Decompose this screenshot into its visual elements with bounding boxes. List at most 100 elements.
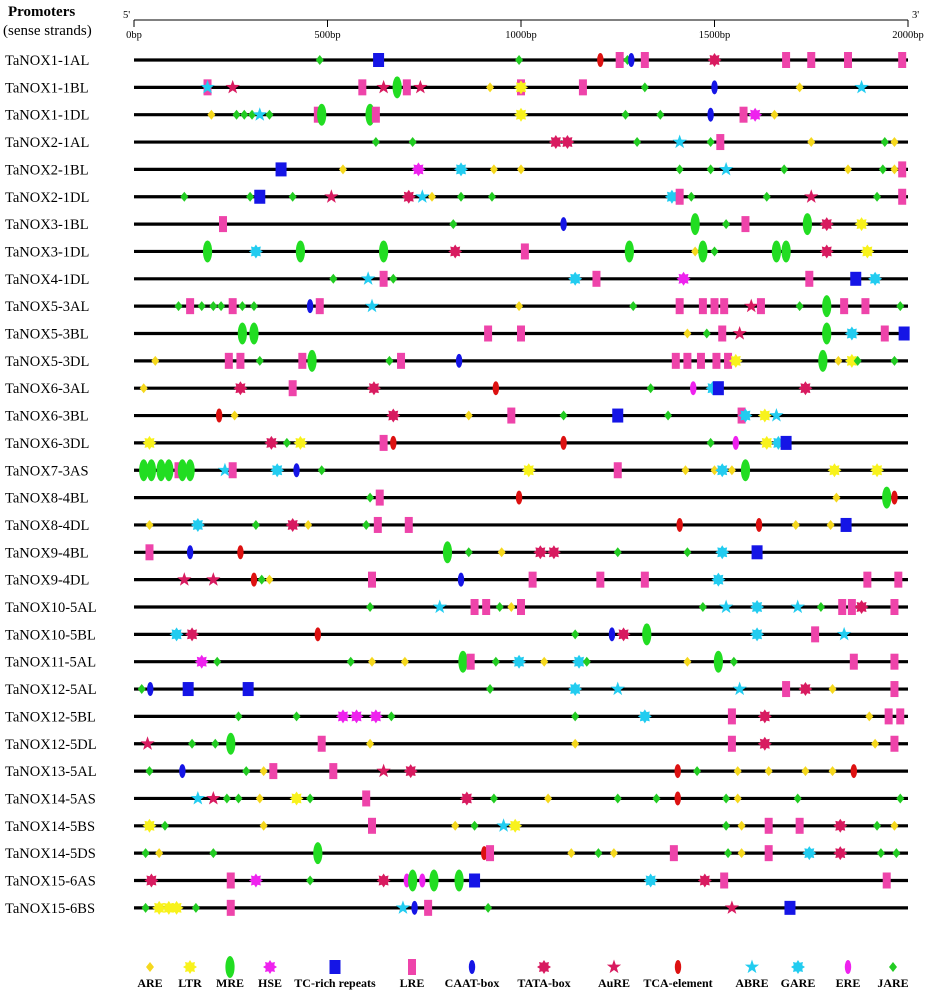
promoter-name: TaNOX8-4DL — [5, 518, 89, 534]
element-marker-mre — [802, 213, 812, 236]
element-marker-jare — [795, 301, 804, 312]
axis-tick-label: 0bp — [126, 30, 142, 41]
element-marker-tca — [314, 627, 322, 642]
element-marker-are — [890, 164, 899, 175]
element-marker-gare — [572, 654, 587, 669]
element-marker-tca — [674, 764, 681, 779]
element-marker-lre — [186, 298, 195, 315]
element-marker-abre — [837, 626, 852, 641]
element-marker-are — [427, 191, 436, 202]
element-marker-tcr — [850, 271, 862, 286]
element-marker-tca — [674, 791, 681, 806]
element-marker-jare — [246, 191, 255, 202]
element-marker-tata — [386, 408, 401, 423]
element-marker-ltr — [759, 435, 774, 450]
legend-symbol-tca — [674, 960, 682, 974]
element-marker-gare — [637, 709, 652, 724]
element-marker-ltr — [514, 107, 528, 122]
element-marker-are — [265, 574, 274, 585]
element-marker-ltr — [142, 818, 157, 833]
element-marker-jare — [722, 820, 731, 831]
element-marker-gare — [715, 463, 730, 478]
element-marker-jare — [892, 848, 901, 859]
element-marker-caat — [186, 545, 194, 560]
element-marker-lre — [592, 270, 601, 287]
element-marker-gare — [750, 600, 765, 614]
element-marker-lre — [368, 571, 377, 588]
promoter-row: TaNOX1-1BL — [5, 76, 908, 99]
element-marker-caat — [707, 107, 714, 122]
element-marker-tata — [285, 517, 300, 532]
element-marker-mre — [458, 650, 468, 673]
element-marker-are — [230, 410, 239, 421]
element-marker-mre — [818, 349, 828, 372]
element-marker-lre — [358, 79, 367, 96]
element-marker-are — [609, 848, 618, 859]
element-marker-ltr — [844, 353, 859, 368]
element-marker-lre — [520, 243, 529, 260]
element-marker-jare — [257, 574, 266, 585]
element-marker-tata — [403, 764, 418, 779]
header-subtitle: (sense strands) — [3, 23, 92, 39]
element-marker-mre — [249, 322, 259, 345]
element-marker-jare — [174, 301, 183, 312]
element-marker-lre — [756, 298, 765, 315]
element-marker-lre — [675, 298, 684, 315]
element-marker-aure — [376, 763, 391, 778]
element-marker-are — [497, 547, 506, 558]
promoter-name: TaNOX1-1AL — [5, 53, 89, 69]
element-marker-jare — [366, 602, 375, 612]
element-marker-jare — [706, 164, 715, 175]
element-marker-jare — [710, 246, 719, 257]
element-marker-mre — [313, 842, 323, 865]
promoter-name: TaNOX12-5DL — [5, 737, 97, 753]
element-marker-lre — [880, 325, 889, 342]
element-marker-hse — [248, 873, 263, 888]
element-marker-aure — [225, 79, 240, 94]
element-marker-mre — [771, 240, 782, 263]
promoter-name: TaNOX9-4BL — [5, 545, 89, 561]
element-marker-aure — [413, 79, 428, 94]
element-marker-jare — [180, 191, 189, 202]
element-marker-tata — [376, 873, 391, 888]
element-marker-caat — [711, 80, 718, 95]
element-marker-jare — [240, 109, 249, 120]
element-marker-are — [517, 164, 525, 175]
element-marker-aure — [177, 572, 192, 586]
element-marker-jare — [449, 219, 458, 230]
element-marker-jare — [234, 711, 243, 722]
promoter-name: TaNOX9-4DL — [5, 573, 89, 589]
element-marker-hse — [349, 709, 364, 724]
element-marker-lre — [890, 653, 899, 670]
promoter-row: TaNOX12-5DL — [5, 732, 908, 755]
element-marker-mre — [740, 459, 751, 482]
element-marker-are — [828, 684, 837, 695]
element-marker-tcr — [712, 381, 724, 396]
legend-symbol-gare — [791, 960, 805, 974]
promoter-row: TaNOX7-3AS — [5, 459, 908, 482]
promoter-name: TaNOX2-1DL — [5, 190, 89, 206]
element-marker-abre — [432, 599, 447, 614]
element-marker-jare — [683, 547, 692, 558]
promoter-row: TaNOX11-5AL — [5, 650, 908, 673]
element-marker-tata — [548, 135, 563, 150]
legend-label: AuRE — [598, 976, 630, 990]
element-marker-are — [807, 137, 816, 148]
element-marker-caat — [560, 217, 567, 232]
element-marker-lre — [613, 462, 622, 479]
element-marker-ltr — [728, 353, 743, 368]
element-marker-lre — [849, 653, 858, 670]
legend-label: TCA-element — [643, 976, 712, 990]
element-marker-lre — [696, 352, 705, 369]
element-marker-tca — [492, 381, 500, 396]
element-marker-aure — [744, 298, 759, 313]
promoter-row: TaNOX2-1DL — [5, 188, 908, 206]
element-marker-mre — [698, 240, 708, 263]
element-marker-jare — [693, 766, 702, 777]
element-marker-are — [400, 656, 409, 667]
element-marker-lre — [145, 544, 154, 561]
element-marker-ere — [690, 381, 697, 396]
element-marker-jare — [292, 711, 301, 722]
element-marker-ltr — [508, 818, 523, 833]
element-marker-ltr — [169, 900, 184, 915]
